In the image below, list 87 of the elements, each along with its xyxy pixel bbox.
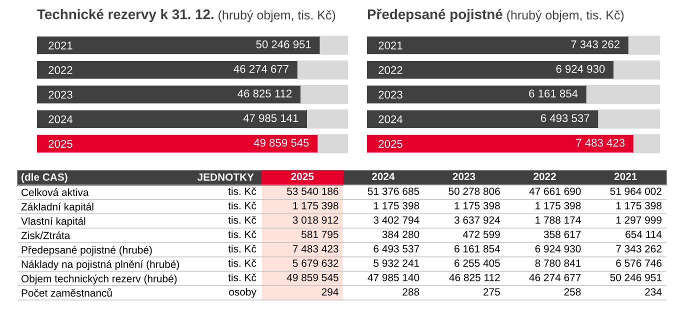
data-label: 6 493 537 <box>374 245 420 252</box>
y2-tick-label: tis. Kč <box>228 274 256 282</box>
y-tick-label: 2024 <box>48 115 73 124</box>
y2-tick-label: osoby <box>229 288 256 298</box>
y-tick-label: Zisk/Ztráta <box>21 231 70 240</box>
y-tick-label: Objem technických rezerv (hrubé) <box>21 274 177 284</box>
y-tick-label: 2025 <box>378 140 402 148</box>
data-label: 6 924 930 <box>556 65 605 73</box>
chart-subtitle: (hrubý objem, tis. Kč) <box>507 10 624 22</box>
data-label: 47 661 690 <box>529 188 581 195</box>
y-tick-label: Předepsané pojistné (hrubé) <box>22 246 152 256</box>
data-label: 7 343 262 <box>616 245 662 252</box>
y-tick-label: Celková aktiva <box>22 188 89 196</box>
data-label: 47 985 140 <box>368 274 420 282</box>
data-label: 8 780 841 <box>535 259 581 267</box>
data-label: 358 617 <box>544 230 581 238</box>
data-label: 1 297 999 <box>616 216 662 224</box>
data-label: 294 <box>322 288 338 296</box>
data-label: 49 859 545 <box>286 274 338 282</box>
y2-tick-label: tis. Kč <box>228 202 256 210</box>
y2-tick-label: tis. Kč <box>228 244 256 252</box>
y-tick-label: 2022 <box>48 66 72 74</box>
data-label: 50 278 806 <box>448 188 500 195</box>
data-label: 1 175 398 <box>374 202 420 210</box>
data-label: 1 788 174 <box>536 216 581 224</box>
data-label: 472 599 <box>462 230 500 238</box>
data-label: 5 932 241 <box>374 259 420 267</box>
data-label: 6 161 854 <box>454 245 500 252</box>
data-label: 1 175 398 <box>616 202 662 210</box>
x-tick-label: 2021 <box>614 172 637 180</box>
y-axis-title: (dle CAS) <box>22 173 68 183</box>
chart-title: Předepsané pojistné <box>368 8 502 22</box>
data-label: 7 483 423 <box>292 245 338 252</box>
data-label: 46 274 677 <box>234 65 288 73</box>
y-tick-label: Počet zaměstnanců <box>22 288 112 297</box>
data-label: 1 175 398 <box>293 202 338 210</box>
data-label: 46 274 677 <box>529 274 581 282</box>
y-tick-label: 2023 <box>48 90 72 99</box>
y-tick-label: 2023 <box>378 90 402 99</box>
y-tick-label: 2024 <box>378 115 403 124</box>
data-label: 53 540 186 <box>287 188 338 195</box>
data-label: 46 825 112 <box>449 274 500 282</box>
chart-subtitle: (hrubý objem, tis. Kč) <box>218 10 336 22</box>
data-label: 3 018 912 <box>292 216 338 224</box>
data-label: 384 280 <box>382 230 420 238</box>
y-tick-label: Náklady na pojistná plnění (hrubé) <box>22 260 180 270</box>
data-label: 6 924 930 <box>535 245 581 252</box>
x-tick-label: 2023 <box>452 172 476 180</box>
data-label: 1 175 398 <box>536 202 581 210</box>
data-label: 51 376 685 <box>368 188 420 195</box>
x-tick-label: 2024 <box>372 172 395 180</box>
y-tick-label: 2021 <box>378 42 402 50</box>
data-label: 1 175 398 <box>454 202 500 210</box>
y-tick-label: Základní kapitál <box>21 202 94 213</box>
data-label: 6 493 537 <box>540 114 590 122</box>
data-label: 581 795 <box>302 230 338 238</box>
y-tick-label: Vlastní kapitál <box>21 217 86 227</box>
data-label: 234 <box>645 288 662 296</box>
data-label: 50 246 951 <box>610 274 662 282</box>
data-label: 7 343 262 <box>571 40 620 48</box>
data-label: 6 161 854 <box>529 90 578 98</box>
data-label: 654 114 <box>626 230 662 238</box>
data-label: 50 246 951 <box>256 40 311 48</box>
data-label: 49 859 545 <box>254 138 309 147</box>
data-label: 51 964 002 <box>610 188 662 195</box>
y2-tick-label: tis. Kč <box>228 216 256 224</box>
data-label: 6 576 746 <box>616 259 662 267</box>
data-label: 288 <box>402 288 420 296</box>
y-tick-label: 2025 <box>48 140 72 148</box>
data-label: 7 483 423 <box>576 138 625 147</box>
data-label: 275 <box>484 288 500 296</box>
data-label: 3 637 924 <box>454 216 500 224</box>
y2-tick-label: tis. Kč <box>228 230 256 238</box>
y-tick-label: 2022 <box>378 66 402 74</box>
y2-tick-label: tis. Kč <box>228 259 256 267</box>
y2-axis-title: JEDNOTKY <box>197 173 254 181</box>
data-label: 47 985 141 <box>243 114 298 122</box>
y2-tick-label: tis. Kč <box>228 187 256 195</box>
x-tick-label: 2025 <box>291 172 314 180</box>
x-tick-label: 2022 <box>534 172 556 180</box>
data-label: 258 <box>564 288 581 296</box>
chart-title: Technické rezervy k 31. 12. <box>37 8 214 22</box>
data-label: 6 255 405 <box>454 259 500 267</box>
data-label: 46 825 112 <box>238 90 292 98</box>
y-tick-label: 2021 <box>48 42 72 50</box>
data-label: 3 402 794 <box>374 216 420 224</box>
data-label: 5 679 632 <box>292 259 338 267</box>
